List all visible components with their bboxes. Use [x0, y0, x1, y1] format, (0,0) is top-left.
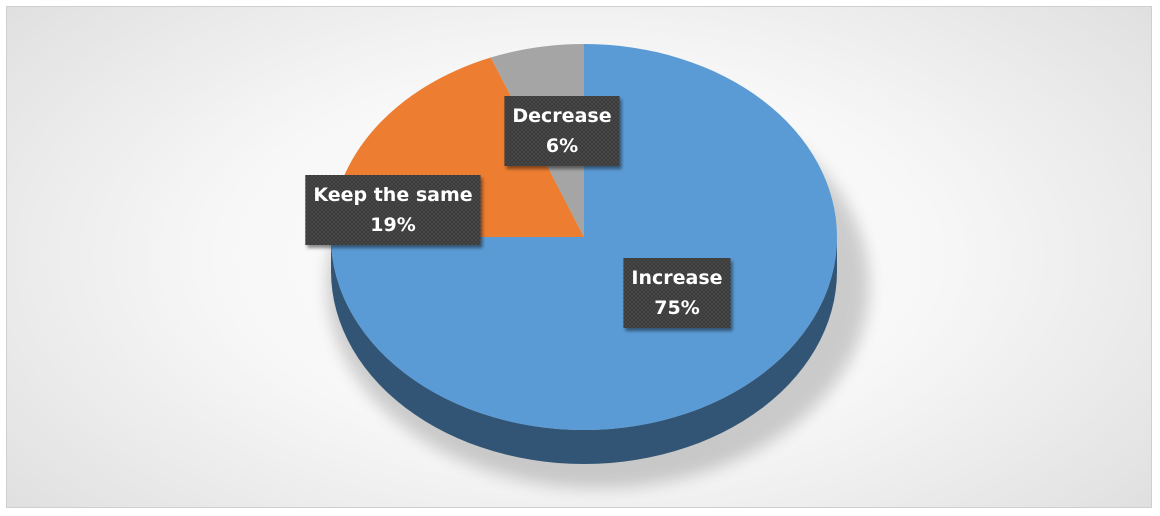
data-label-box [305, 175, 481, 245]
data-label-category: Decrease [512, 105, 611, 127]
data-label-box [623, 258, 731, 328]
data-label-keep-the-same: Keep the same 19% [305, 175, 481, 245]
data-label-value: 75% [654, 297, 699, 319]
chart-area: Increase 75% Keep the same 19% Decrease 6% [6, 6, 1152, 508]
data-label-decrease: Decrease 6% [504, 96, 620, 166]
data-label-category: Keep the same [313, 184, 472, 206]
data-label-value: 6% [546, 135, 578, 157]
data-label-value: 19% [370, 214, 415, 236]
data-label-category: Increase [631, 267, 722, 289]
pie-side-increase [331, 237, 837, 464]
data-label-box [504, 96, 620, 166]
pie-chart: Increase 75% Keep the same 19% Decrease 6% [305, 44, 869, 488]
data-label-increase: Increase 75% [623, 258, 731, 328]
